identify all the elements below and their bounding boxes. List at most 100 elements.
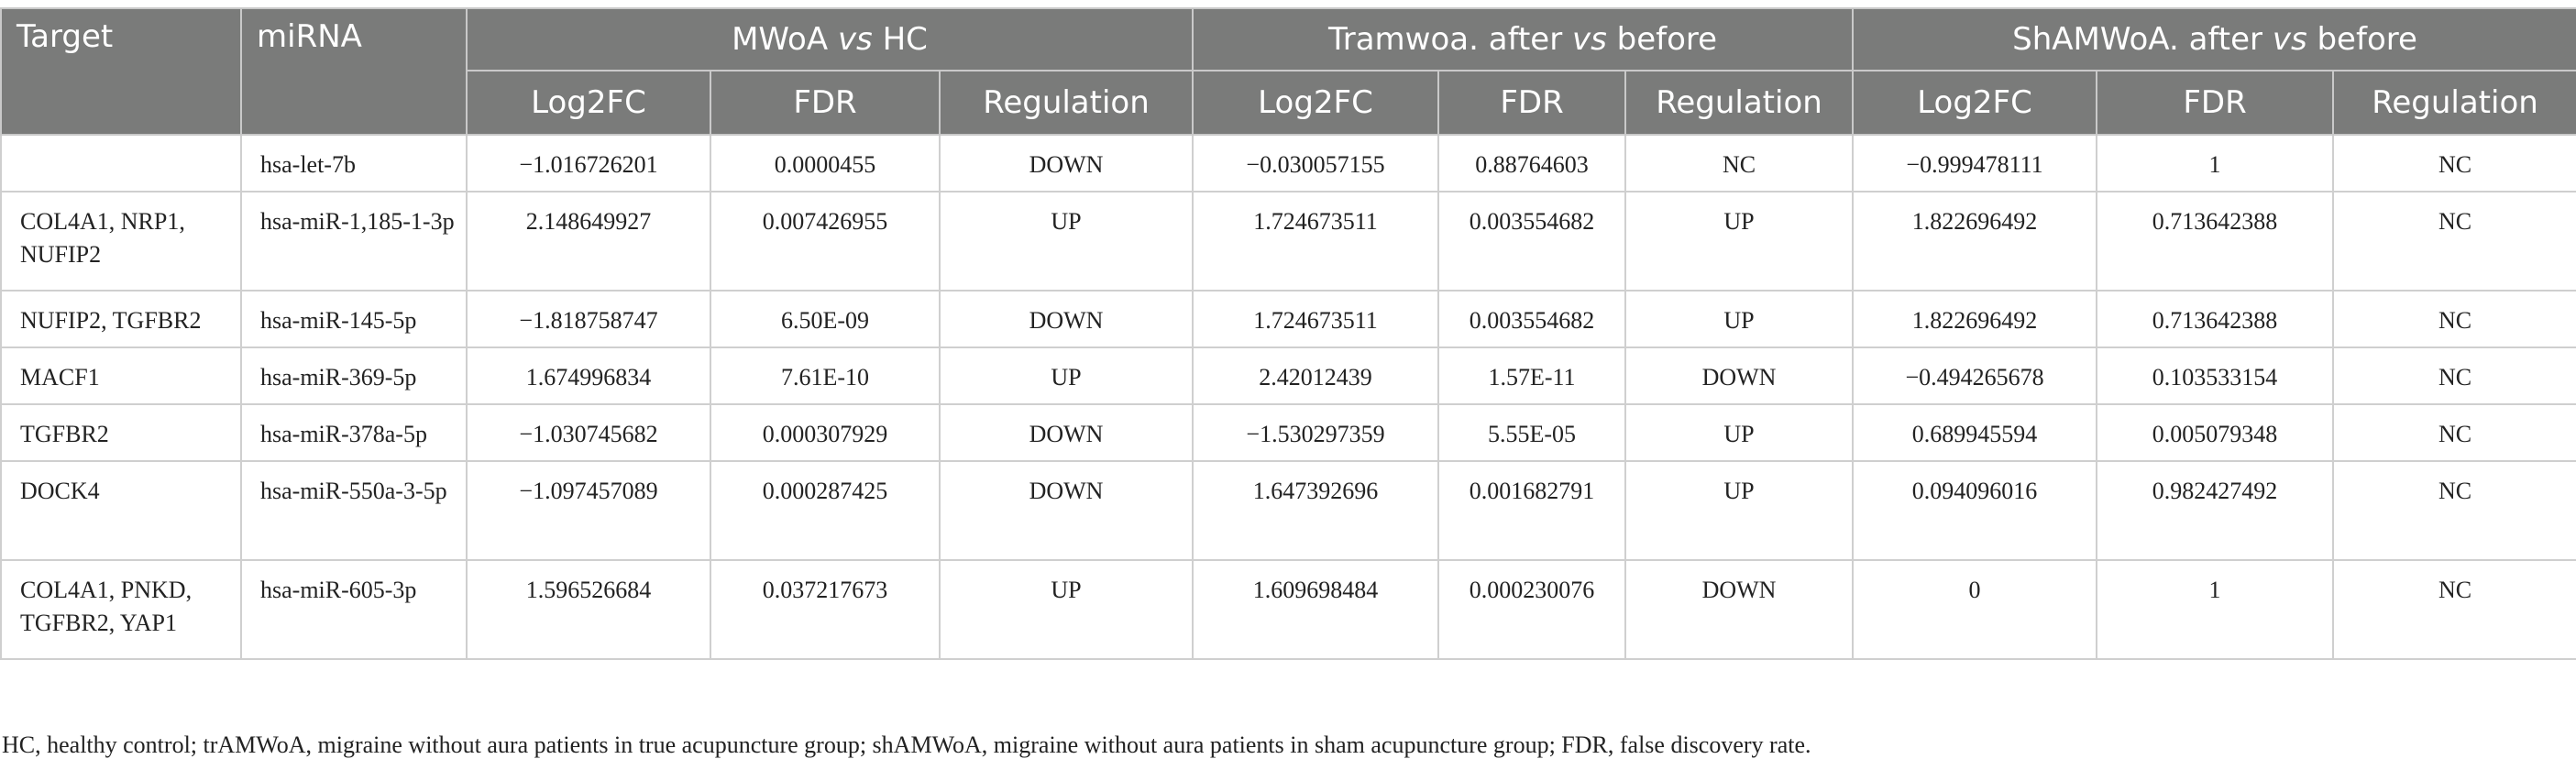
log2fc-cell: 2.42012439 bbox=[1192, 346, 1440, 405]
regulation-cell: DOWN bbox=[938, 290, 1194, 348]
fdr-cell: 7.61E-10 bbox=[710, 346, 941, 405]
mirna-cell: hsa-miR-1,185-1-3p bbox=[240, 191, 468, 292]
regulation-cell: NC bbox=[2332, 559, 2576, 660]
fdr-cell: 0.037217673 bbox=[710, 559, 941, 660]
fdr-cell: 0.007426955 bbox=[710, 191, 941, 292]
header-regulation: Regulation bbox=[938, 70, 1194, 136]
regulation-cell: UP bbox=[1624, 460, 1855, 561]
target-cell bbox=[0, 134, 242, 192]
fdr-cell: 1 bbox=[2096, 134, 2335, 192]
log2fc-cell: −0.030057155 bbox=[1192, 134, 1440, 192]
fdr-cell: 0.000287425 bbox=[710, 460, 941, 561]
log2fc-cell: −1.030745682 bbox=[466, 403, 711, 462]
regulation-cell: NC bbox=[2332, 403, 2576, 462]
fdr-cell: 0.000307929 bbox=[710, 403, 941, 462]
log2fc-cell: −1.097457089 bbox=[466, 460, 711, 561]
mirna-cell: hsa-let-7b bbox=[240, 134, 468, 192]
header-group-tramwoa: Tramwoa. after vs before bbox=[1192, 7, 1855, 72]
fdr-cell: 6.50E-09 bbox=[710, 290, 941, 348]
regulation-cell: DOWN bbox=[938, 460, 1194, 561]
target-cell: COL4A1, PNKD, TGFBR2, YAP1 bbox=[0, 559, 242, 660]
log2fc-cell: 1.609698484 bbox=[1192, 559, 1440, 660]
log2fc-cell: −0.999478111 bbox=[1852, 134, 2098, 192]
target-cell: COL4A1, NRP1, NUFIP2 bbox=[0, 191, 242, 292]
header-log2fc: Log2FC bbox=[466, 70, 711, 136]
table-row: DOCK4 hsa-miR-550a-3-5p −1.097457089 0.0… bbox=[0, 460, 2576, 561]
mirna-cell: hsa-miR-378a-5p bbox=[240, 403, 468, 462]
table-row: MACF1 hsa-miR-369-5p 1.674996834 7.61E-1… bbox=[0, 346, 2576, 405]
regulation-cell: NC bbox=[1624, 134, 1855, 192]
fdr-cell: 0.103533154 bbox=[2096, 346, 2335, 405]
log2fc-cell: 1.822696492 bbox=[1852, 191, 2098, 292]
regulation-cell: UP bbox=[1624, 403, 1855, 462]
header-group-shamwoa: ShAMWoA. after vs before bbox=[1852, 7, 2576, 72]
header-target: Target bbox=[0, 7, 242, 136]
fdr-cell: 0.982427492 bbox=[2096, 460, 2335, 561]
log2fc-cell: −1.016726201 bbox=[466, 134, 711, 192]
target-cell: MACF1 bbox=[0, 346, 242, 405]
log2fc-cell: 1.647392696 bbox=[1192, 460, 1440, 561]
regulation-cell: DOWN bbox=[938, 134, 1194, 192]
header-regulation: Regulation bbox=[2332, 70, 2576, 136]
log2fc-cell: −0.494265678 bbox=[1852, 346, 2098, 405]
table-footnote: HC, healthy control; trAMWoA, migraine w… bbox=[2, 732, 1811, 758]
fdr-cell: 1 bbox=[2096, 559, 2335, 660]
log2fc-cell: −1.530297359 bbox=[1192, 403, 1440, 462]
regulation-cell: UP bbox=[938, 191, 1194, 292]
table-row: TGFBR2 hsa-miR-378a-5p −1.030745682 0.00… bbox=[0, 403, 2576, 462]
fdr-cell: 5.55E-05 bbox=[1437, 403, 1627, 462]
regulation-cell: DOWN bbox=[1624, 559, 1855, 660]
regulation-cell: DOWN bbox=[938, 403, 1194, 462]
regulation-cell: UP bbox=[1624, 191, 1855, 292]
fdr-cell: 0.001682791 bbox=[1437, 460, 1627, 561]
target-cell: DOCK4 bbox=[0, 460, 242, 561]
header-regulation: Regulation bbox=[1624, 70, 1855, 136]
fdr-cell: 0.003554682 bbox=[1437, 290, 1627, 348]
fdr-cell: 0.003554682 bbox=[1437, 191, 1627, 292]
regulation-cell: UP bbox=[938, 559, 1194, 660]
regulation-cell: NC bbox=[2332, 460, 2576, 561]
header-group-mwoa-vs-hc: MWoA vs HC bbox=[465, 7, 1194, 72]
log2fc-cell: 0.689945594 bbox=[1852, 403, 2098, 462]
mirna-cell: hsa-miR-369-5p bbox=[240, 346, 468, 405]
regulation-cell: UP bbox=[1624, 290, 1855, 348]
mirna-cell: hsa-miR-605-3p bbox=[240, 559, 468, 660]
mirna-cell: hsa-miR-145-5p bbox=[240, 290, 468, 348]
table-row: COL4A1, NRP1, NUFIP2 hsa-miR-1,185-1-3p … bbox=[0, 191, 2576, 292]
fdr-cell: 0.88764603 bbox=[1437, 134, 1627, 192]
regulation-cell: NC bbox=[2332, 191, 2576, 292]
log2fc-cell: 1.822696492 bbox=[1852, 290, 2098, 348]
header-log2fc: Log2FC bbox=[1192, 70, 1440, 136]
fdr-cell: 0.713642388 bbox=[2096, 191, 2335, 292]
table-row: NUFIP2, TGFBR2 hsa-miR-145-5p −1.8187587… bbox=[0, 290, 2576, 348]
log2fc-cell: 1.596526684 bbox=[466, 559, 711, 660]
log2fc-cell: 1.724673511 bbox=[1192, 191, 1440, 292]
header-fdr: FDR bbox=[2096, 70, 2335, 136]
regulation-cell: DOWN bbox=[1624, 346, 1855, 405]
regulation-cell: UP bbox=[938, 346, 1194, 405]
mirna-table: Target miRNA MWoA vs HC Tramwoa. after v… bbox=[0, 7, 2576, 660]
table-row: COL4A1, PNKD, TGFBR2, YAP1 hsa-miR-605-3… bbox=[0, 559, 2576, 660]
log2fc-cell: 0 bbox=[1852, 559, 2098, 660]
header-mirna: miRNA bbox=[240, 7, 468, 136]
log2fc-cell: 2.148649927 bbox=[466, 191, 711, 292]
regulation-cell: NC bbox=[2332, 346, 2576, 405]
log2fc-cell: 1.724673511 bbox=[1192, 290, 1440, 348]
log2fc-cell: 0.094096016 bbox=[1852, 460, 2098, 561]
fdr-cell: 0.000230076 bbox=[1437, 559, 1627, 660]
fdr-cell: 0.713642388 bbox=[2096, 290, 2335, 348]
target-cell: NUFIP2, TGFBR2 bbox=[0, 290, 242, 348]
header-fdr: FDR bbox=[710, 70, 941, 136]
header-log2fc: Log2FC bbox=[1852, 70, 2098, 136]
regulation-cell: NC bbox=[2332, 290, 2576, 348]
fdr-cell: 0.005079348 bbox=[2096, 403, 2335, 462]
table-row: hsa-let-7b −1.016726201 0.0000455 DOWN −… bbox=[0, 134, 2576, 192]
fdr-cell: 1.57E-11 bbox=[1437, 346, 1627, 405]
fdr-cell: 0.0000455 bbox=[710, 134, 941, 192]
regulation-cell: NC bbox=[2332, 134, 2576, 192]
log2fc-cell: −1.818758747 bbox=[466, 290, 711, 348]
header-fdr: FDR bbox=[1437, 70, 1627, 136]
target-cell: TGFBR2 bbox=[0, 403, 242, 462]
mirna-cell: hsa-miR-550a-3-5p bbox=[240, 460, 468, 561]
log2fc-cell: 1.674996834 bbox=[466, 346, 711, 405]
